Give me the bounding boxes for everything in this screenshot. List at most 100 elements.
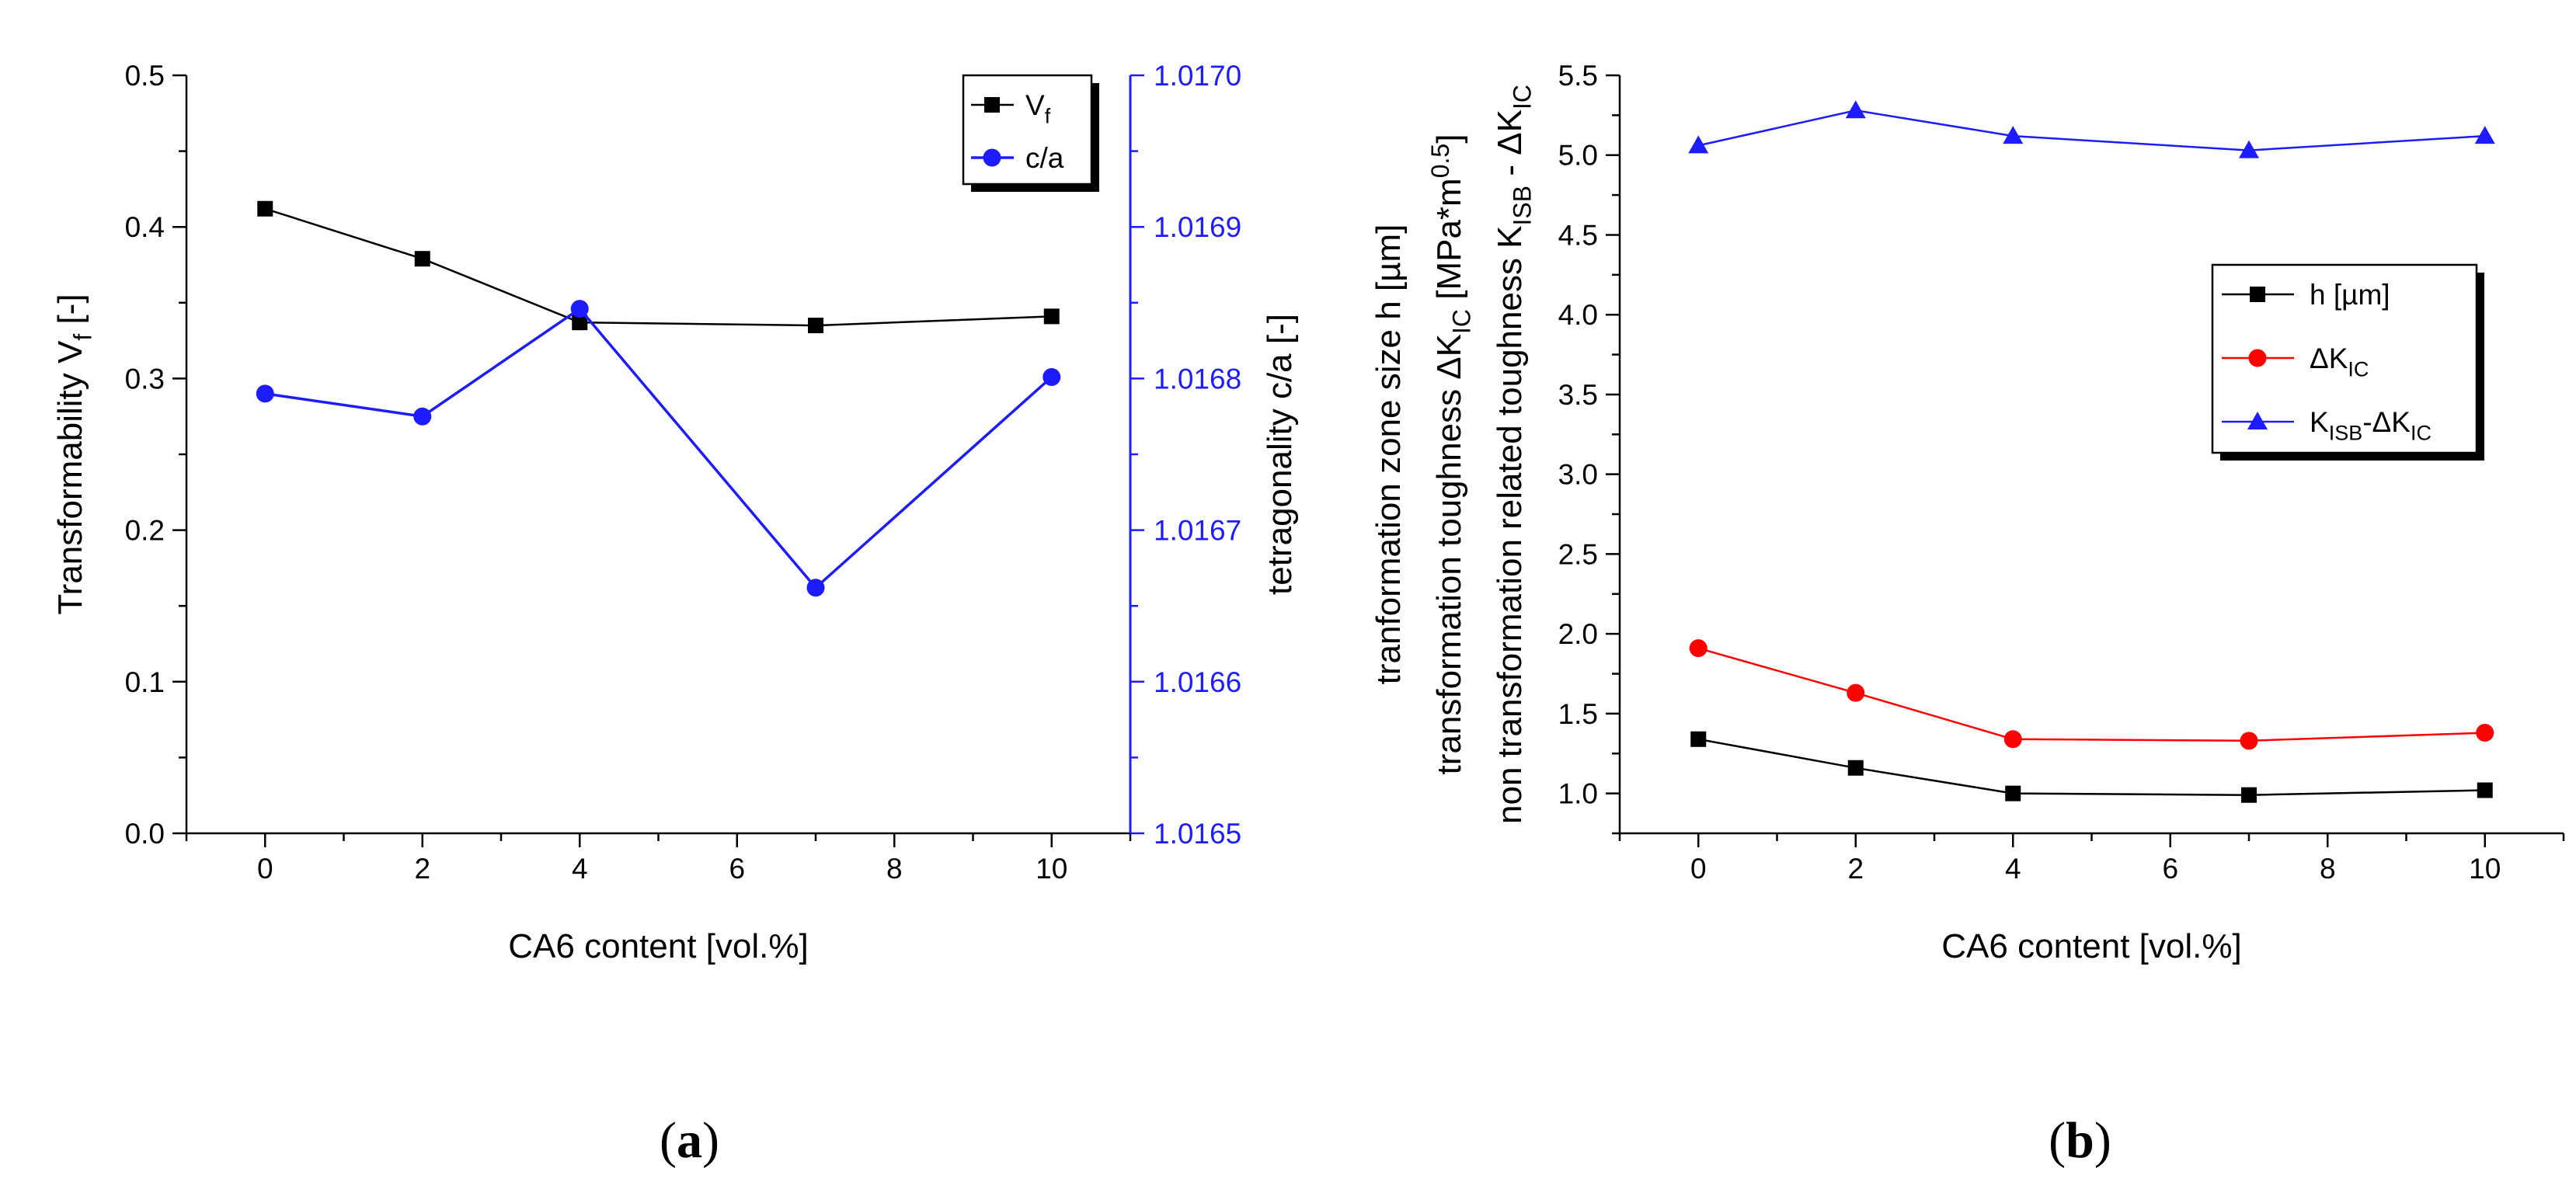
data-point xyxy=(570,300,589,318)
data-point xyxy=(1847,683,1865,702)
y-axis-title-line-part-1: ISB xyxy=(1508,186,1536,226)
data-point xyxy=(2474,126,2495,144)
legend-label: h [µm] xyxy=(2310,279,2390,311)
y-tick-label: 3.0 xyxy=(1558,459,1598,491)
series-line xyxy=(265,307,1053,590)
panel-a-chart: 0 2 4 6 8 10 0.0 0.1 0.2 0.3 0.4 0.5 1.0165 1.0166 1.0… xyxy=(51,60,1299,1169)
panel-label-part-1: a xyxy=(677,1112,702,1169)
y-axis-title-line-part-3: 0.5 xyxy=(1426,144,1454,178)
y-axis-title-part-2: [-] xyxy=(51,294,89,333)
legend-label-part-2: -ΔK xyxy=(2362,406,2411,438)
panel-label-part-0: ( xyxy=(2049,1112,2066,1169)
y-tick-label: 2.5 xyxy=(1558,538,1598,570)
panel-label: (b) xyxy=(2049,1112,2111,1169)
data-point xyxy=(1689,639,1707,658)
y-tick-label: 0.1 xyxy=(125,666,165,698)
legend-label-part-0: c/a xyxy=(1025,142,1064,174)
y-tick-label: 0.2 xyxy=(125,515,165,547)
y-right-tick-label: 1.0167 xyxy=(1154,515,1241,547)
y-tick-label: 0.3 xyxy=(125,363,165,395)
y-axis-title-line-part-0: transformation toughness ΔK xyxy=(1430,334,1468,774)
x-tick-label: 8 xyxy=(886,853,903,885)
x-tick-label: 0 xyxy=(257,853,273,885)
series-line xyxy=(1698,109,2485,151)
data-point xyxy=(806,579,825,597)
data-point xyxy=(1688,135,1709,154)
x-tick-label: 4 xyxy=(2005,853,2021,885)
y-tick-label: 0.0 xyxy=(125,818,165,850)
legend-marker xyxy=(2247,412,2268,429)
panel-label-part-2: ) xyxy=(702,1112,719,1169)
data-point xyxy=(2240,732,2258,750)
panel-label-part-1: b xyxy=(2066,1112,2094,1169)
y-tick-label: 3.5 xyxy=(1558,379,1598,411)
y-axis-title-line-part-2: [MPa*m xyxy=(1430,178,1468,309)
y-tick-label: 5.5 xyxy=(1558,60,1598,92)
y-axis-title-line-part-0: non transformation related toughness K xyxy=(1491,225,1529,823)
x-tick-label: 2 xyxy=(414,853,430,885)
y-tick-label: 1.0 xyxy=(1558,778,1598,810)
data-point xyxy=(2003,730,2022,749)
legend-label-part-0: V xyxy=(1025,89,1045,121)
legend-label-part-1: f xyxy=(1045,104,1051,127)
data-point xyxy=(414,251,430,267)
legend-label-part-1: IC xyxy=(2348,357,2369,381)
panel-label: (a) xyxy=(660,1112,719,1169)
y-axis-title-line-part-1: IC xyxy=(1447,309,1475,334)
panel-label-part-0: ( xyxy=(660,1112,677,1169)
y-right-tick-label: 1.0166 xyxy=(1154,666,1241,698)
y-right-tick-label: 1.0169 xyxy=(1154,211,1241,243)
data-point xyxy=(2239,140,2259,158)
x-tick-label: 4 xyxy=(572,853,588,885)
data-point xyxy=(413,407,432,426)
data-point xyxy=(257,200,273,217)
data-point xyxy=(1043,308,1060,325)
legend-label: Vf xyxy=(1025,89,1051,127)
legend-label-part-0: ΔK xyxy=(2310,342,2348,374)
y-right-tick-label: 1.0165 xyxy=(1154,818,1241,850)
data-point xyxy=(2477,782,2493,798)
legend-marker xyxy=(984,97,1000,113)
x-tick-label: 6 xyxy=(2162,853,2178,885)
data-point xyxy=(1043,367,1061,386)
y-tick-label: 0.4 xyxy=(125,211,165,243)
y-tick-label: 0.5 xyxy=(125,60,165,92)
y-axis-title-line-part-2: - ΔK xyxy=(1491,110,1529,186)
data-point xyxy=(808,318,823,334)
y-tick-label: 2.0 xyxy=(1558,618,1598,650)
x-tick-label: 2 xyxy=(1847,853,1864,885)
panel-label-part-2: ) xyxy=(2094,1112,2111,1169)
y-axis-title-part-0: Transformability V xyxy=(51,340,89,615)
legend-label: ΔKIC xyxy=(2310,342,2369,381)
legend-marker xyxy=(2248,349,2267,367)
legend-box xyxy=(962,74,1093,186)
y-tick-label: 5.0 xyxy=(1558,140,1598,172)
legend-label-part-0: h [µm] xyxy=(2310,279,2390,311)
series-line xyxy=(1698,738,2485,796)
y-axis-title-line: tranformation zone size h [µm] xyxy=(1370,224,1408,685)
legend-label-part-0: K xyxy=(2310,406,2329,438)
data-point xyxy=(2003,126,2024,144)
data-point xyxy=(1845,100,1866,119)
y-axis-title-line-part-4: ] xyxy=(1430,134,1468,144)
y-axis-title: Transformability Vf [-] xyxy=(51,294,96,614)
y-axis-title-part-1: f xyxy=(68,334,96,341)
y-axis-title-line: transformation toughness ΔKIC [MPa*m0.5] xyxy=(1426,134,1475,775)
y-axis-title-line-part-0: tranformation zone size h [µm] xyxy=(1370,224,1408,685)
data-point xyxy=(1847,760,1864,776)
data-point xyxy=(2005,785,2021,801)
panel-b-chart: 0 2 4 6 8 10 1.0 1.5 2.0 2.5 3.0 3.5 4.0 4.5 5.0 5.5 CA6… xyxy=(1370,60,2565,1169)
x-tick-label: 10 xyxy=(1036,853,1067,885)
data-point xyxy=(2241,787,2257,803)
x-axis-title: CA6 content [vol.%] xyxy=(508,927,808,965)
y-right-tick-label: 1.0168 xyxy=(1154,363,1241,395)
x-tick-label: 10 xyxy=(2469,853,2501,885)
data-point xyxy=(2476,724,2494,742)
data-point xyxy=(572,315,588,331)
y-right-tick-label: 1.0170 xyxy=(1154,60,1241,92)
data-point xyxy=(256,384,274,403)
y-tick-label: 1.5 xyxy=(1558,698,1598,730)
series-line xyxy=(1697,647,2485,742)
legend-label-part-1: ISB xyxy=(2329,421,2363,444)
